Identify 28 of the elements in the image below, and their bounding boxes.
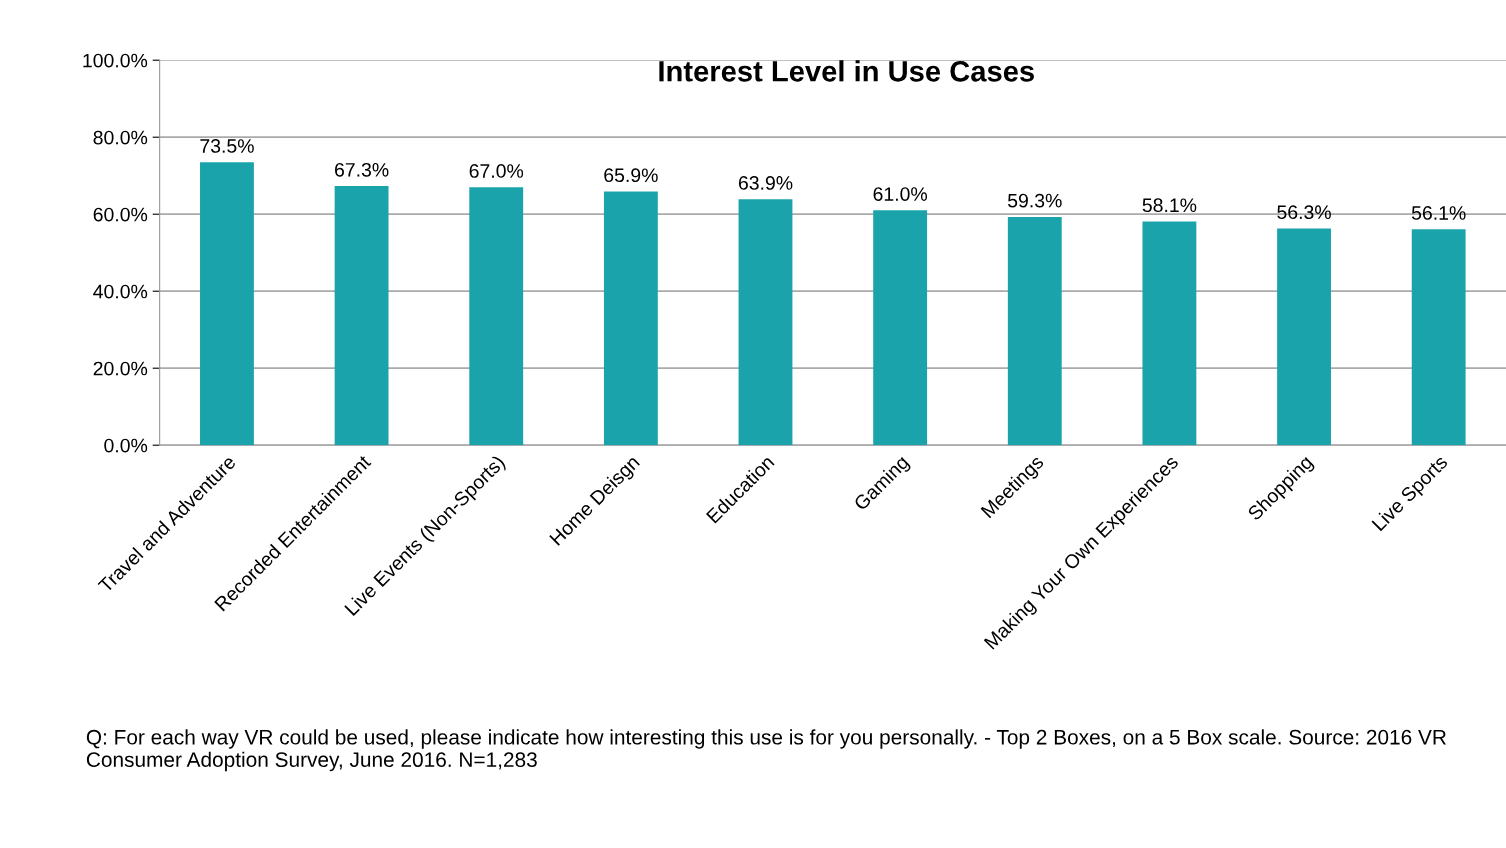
data-label: 58.1% — [1142, 198, 1197, 213]
y-tick-label: 40.0% — [93, 284, 148, 299]
y-tick-label: 0.0% — [104, 438, 148, 453]
chart-title: Interest Level in Use Cases — [659, 60, 1034, 82]
data-label: 67.3% — [335, 162, 389, 177]
bar — [469, 187, 524, 446]
data-label: 59.3% — [1007, 193, 1062, 208]
y-tick-label: 20.0% — [93, 361, 148, 376]
bar — [738, 199, 793, 446]
data-label: 65.9% — [604, 168, 658, 183]
bar — [873, 210, 928, 446]
text: Q: For each way VR could be used, please indicate how interesting this use is for you personally. - Top 2 Boxes, on a 5 Box scale. Source: 2016 VR Consumer Adoption Survey, June 2016. N=1,283 — [86, 729, 1446, 772]
bar — [1007, 216, 1062, 446]
data-label: 73.5% — [200, 139, 254, 153]
bar — [200, 162, 254, 446]
bar — [1277, 228, 1331, 446]
bar — [1411, 229, 1466, 446]
data-label: 56.3% — [1277, 205, 1331, 220]
data-label: 67.0% — [469, 164, 524, 178]
data-label: 63.9% — [738, 176, 793, 190]
data-label: 56.1% — [1411, 206, 1466, 220]
bar — [334, 186, 389, 446]
bar — [1142, 221, 1197, 446]
y-tick-label: 80.0% — [93, 130, 148, 145]
bar — [603, 191, 658, 446]
y-tick-label: 60.0% — [93, 207, 148, 222]
y-tick-label: 100.0% — [83, 53, 148, 68]
data-label: 61.0% — [873, 187, 928, 201]
